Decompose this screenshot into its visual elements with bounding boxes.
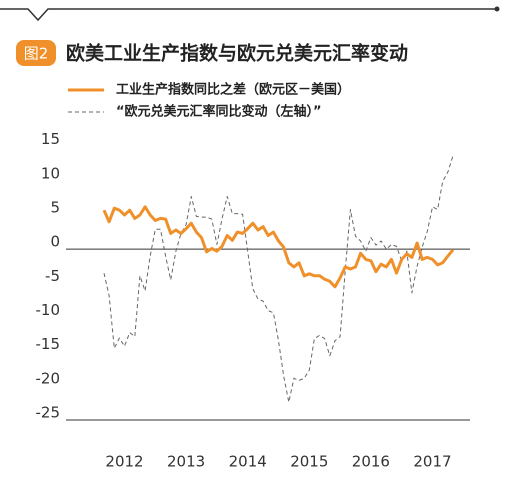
y-tick-label: -20 xyxy=(36,369,61,387)
header-dot xyxy=(494,6,500,12)
x-tick-label: 2014 xyxy=(229,453,267,471)
x-tick-label: 2013 xyxy=(167,453,205,471)
y-tick-label: 0 xyxy=(50,233,60,251)
y-tick-label: -25 xyxy=(36,404,61,422)
header-rule xyxy=(0,8,496,22)
series-line xyxy=(103,155,454,403)
y-tick-label: -15 xyxy=(36,335,61,353)
y-tick-label: 5 xyxy=(50,199,60,217)
badge xyxy=(16,40,56,66)
y-tick-label: 15 xyxy=(41,130,60,148)
y-tick-label: 10 xyxy=(41,164,60,182)
y-tick-label: -5 xyxy=(45,267,60,285)
x-tick-label: 2016 xyxy=(352,453,390,471)
series-line xyxy=(102,205,455,289)
x-tick-label: 2012 xyxy=(105,453,143,471)
chart-title: 欧美工业生产指数与欧元兑美元汇率变动 xyxy=(66,42,408,65)
legend-label: 工业生产指数同比之差（欧元区－美国） xyxy=(116,82,350,98)
legend-label: “欧元兑美元汇率同比变动（左轴）” xyxy=(116,104,322,120)
x-tick-label: 2015 xyxy=(290,453,328,471)
y-tick-label: -10 xyxy=(36,301,61,319)
x-tick-label: 2017 xyxy=(413,453,451,471)
badge-text: 图2 xyxy=(24,45,49,63)
